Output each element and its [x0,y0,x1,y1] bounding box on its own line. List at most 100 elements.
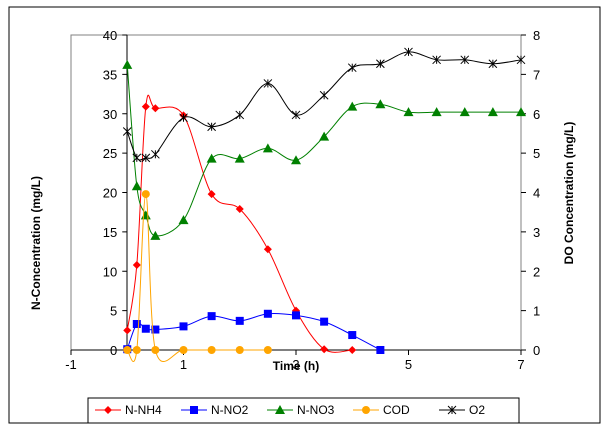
legend-marker-n-no2 [190,406,198,414]
y-tick-label-left: 10 [103,264,117,279]
legend-label-cod: COD [383,403,410,417]
point-o2 [122,127,132,136]
y-tick-label-right: 0 [533,343,540,358]
point-o2 [291,110,301,120]
point-o2 [347,63,357,73]
point-n-no2 [348,331,357,340]
legend-item-n-no3: N-NO3 [267,403,335,417]
point-o2 [432,55,441,65]
series-o2 [122,47,526,163]
point-o2 [179,113,188,123]
point-o2 [488,59,498,69]
y-tick-label-right: 3 [533,225,540,240]
point-cod [132,346,141,354]
point-o2 [151,149,160,159]
point-n-nh4 [141,102,150,111]
legend-item-o2: O2 [439,403,485,417]
y-tick-label-left: 30 [103,107,117,122]
series-cod [123,190,272,363]
legend-marker-n-nh4 [104,406,112,414]
x-axis-title: Time (h) [273,359,319,373]
point-n-nh4 [123,326,132,335]
point-o2 [263,79,273,88]
point-n-nh4 [207,190,216,199]
point-n-no3 [319,131,330,141]
y-tick-label-left: 5 [110,304,117,319]
point-n-no3 [375,99,386,109]
point-n-no3 [234,153,245,163]
point-n-no2 [376,346,385,354]
point-o2 [319,90,329,100]
point-cod [207,346,216,354]
point-n-nh4 [235,205,244,214]
point-n-no3 [206,153,217,163]
x-tick-label: 5 [405,357,412,372]
x-tick-label: 7 [517,357,524,372]
point-cod [263,346,272,354]
point-n-no3 [178,215,189,225]
point-o2 [141,153,151,163]
legend: N-NH4 N-NO2 N-NO3 COD O2 [87,397,520,424]
legend-item-n-nh4: N-NH4 [95,403,162,417]
point-n-nh4 [151,104,160,113]
point-o2 [235,110,245,120]
legend-marker-n-no3 [275,405,285,414]
x-tick-label: 3 [292,357,299,372]
point-o2 [376,59,385,69]
point-cod [151,346,160,354]
legend-label-n-nh4: N-NH4 [125,403,162,417]
legend-label-n-no2: N-NO2 [211,403,249,417]
point-o2 [404,47,413,57]
point-n-no3 [431,107,442,117]
y-tick-label-left: 25 [103,146,117,161]
series-n-no2 [123,309,385,354]
y-tick-label-left: 0 [110,343,117,358]
point-n-nh4 [348,346,357,354]
point-n-no3 [150,230,161,240]
x-tick-label: 1 [180,357,187,372]
y-tick-label-left: 40 [103,28,117,43]
point-n-nh4 [320,345,329,354]
point-n-no3 [403,107,414,117]
y-tick-label-left: 15 [103,225,117,240]
point-n-no3 [291,155,301,165]
point-n-no3 [459,107,470,117]
y-tick-label-right: 7 [533,67,540,82]
point-n-no2 [132,320,141,329]
legend-marker-o2 [447,405,457,415]
point-n-no2 [207,312,216,321]
y-tick-label-left: 20 [103,186,117,201]
point-n-no3 [131,181,142,191]
point-n-nh4 [263,245,272,254]
point-n-no2 [141,324,150,333]
y-axis-title-left: N-Concentration (mg/L) [29,176,43,310]
point-cod [179,346,188,354]
y-tick-label-left: 35 [103,67,117,82]
point-cod [123,346,132,354]
point-n-no2 [320,317,329,326]
legend-item-cod: COD [353,403,410,417]
point-n-no2 [235,316,244,325]
legend-marker-cod [362,406,370,414]
y-tick-label-right: 4 [533,186,540,201]
legend-label-n-no3: N-NO3 [297,403,335,417]
y-tick-label-right: 8 [533,28,540,43]
y-tick-label-right: 5 [533,146,540,161]
legend-label-o2: O2 [469,403,485,417]
y-tick-label-right: 2 [533,264,540,279]
point-n-no3 [347,101,358,111]
y-tick-label-right: 1 [533,304,540,319]
point-n-no2 [179,322,188,331]
series-group [122,47,526,363]
point-cod [235,346,244,354]
point-o2 [460,55,470,65]
point-n-no3 [487,107,498,117]
plot-area [70,34,522,351]
point-n-no3 [516,107,526,117]
point-cod [141,190,150,199]
point-o2 [207,122,216,132]
point-n-nh4 [132,260,141,269]
point-n-no2 [151,325,160,334]
